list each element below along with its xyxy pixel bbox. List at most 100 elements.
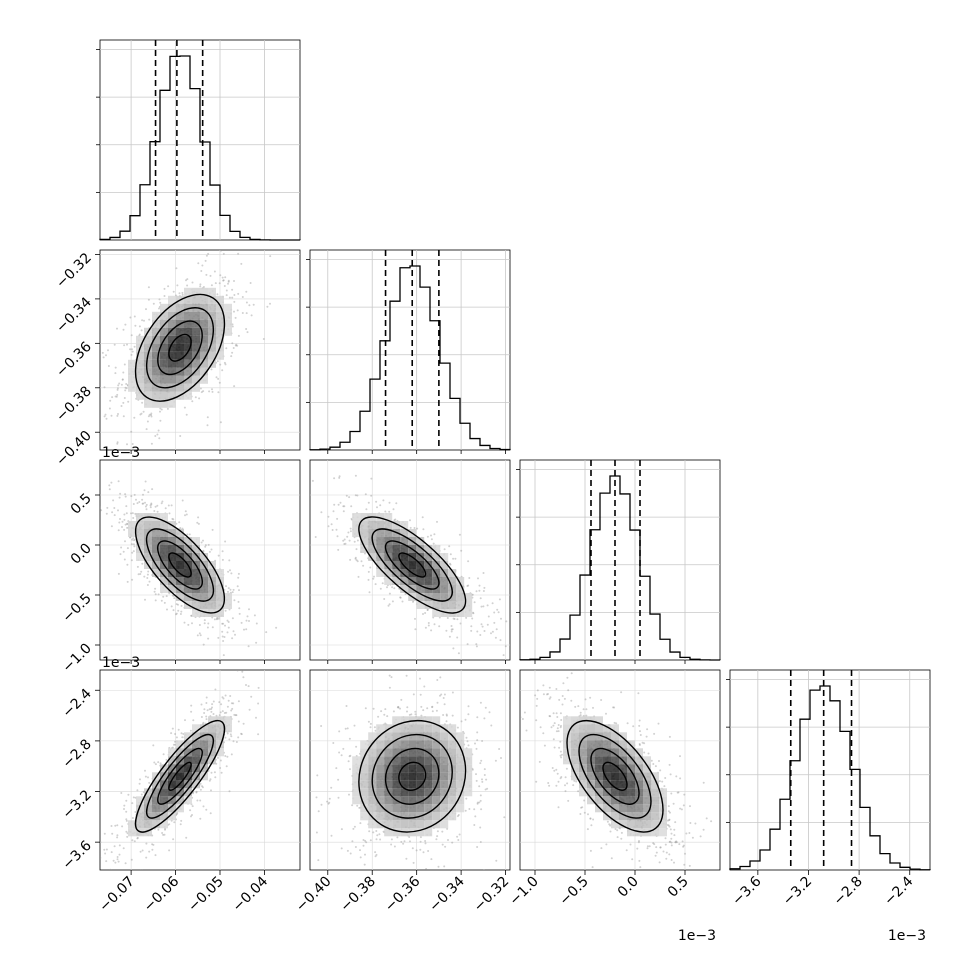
sample-point <box>430 629 433 632</box>
sample-point <box>379 838 382 841</box>
sample-point <box>225 585 227 588</box>
sample-point <box>228 790 231 793</box>
sample-point <box>350 517 353 520</box>
density-cell <box>160 820 168 829</box>
sample-point <box>174 733 177 735</box>
sample-point <box>237 334 240 337</box>
sample-point <box>405 857 408 860</box>
sample-point <box>456 636 459 639</box>
sample-point <box>449 562 451 565</box>
density-cell <box>432 585 441 593</box>
sample-point <box>107 349 109 352</box>
sample-point <box>161 500 164 503</box>
sample-point <box>203 708 206 711</box>
sample-point <box>148 318 151 321</box>
sample-point <box>226 732 229 735</box>
density-cell <box>144 788 152 797</box>
sample-point <box>266 305 269 308</box>
density-cell <box>400 553 409 561</box>
sample-point <box>233 385 236 388</box>
density-cell <box>224 327 232 336</box>
sample-point <box>349 754 352 757</box>
sample-point <box>140 412 143 415</box>
sample-point <box>203 619 206 622</box>
sample-point <box>391 600 394 603</box>
sample-point <box>105 354 107 357</box>
sample-point <box>170 732 173 735</box>
sample-point <box>196 634 199 637</box>
density-cell <box>192 367 200 376</box>
sample-point <box>163 287 166 290</box>
sample-point <box>106 506 109 509</box>
density-cell <box>168 399 176 408</box>
sample-point <box>232 702 235 705</box>
sample-point <box>320 725 323 727</box>
density-cell <box>152 812 160 821</box>
sample-point <box>317 859 320 862</box>
sample-point <box>328 797 331 800</box>
sample-point <box>248 708 251 711</box>
sample-point <box>192 792 194 795</box>
contour-2 <box>145 733 215 819</box>
density-cell <box>440 609 449 617</box>
sample-point <box>419 677 421 680</box>
density-cell <box>432 609 441 617</box>
sample-point <box>159 407 162 410</box>
density-cell <box>176 772 184 781</box>
sample-point <box>132 550 135 553</box>
density-cell <box>144 804 152 813</box>
density-cell <box>144 820 152 829</box>
sample-point <box>228 738 231 741</box>
sample-point <box>171 727 174 730</box>
density-cell <box>456 577 465 585</box>
density-cell <box>208 351 216 360</box>
sample-point <box>217 377 220 380</box>
sample-point <box>119 492 122 495</box>
sample-point <box>118 844 121 847</box>
sample-point <box>125 383 128 385</box>
sample-point <box>475 779 478 782</box>
density-cell <box>192 756 200 765</box>
density-cell <box>456 593 465 601</box>
sample-point <box>217 756 219 759</box>
sample-point <box>180 610 183 613</box>
density-cell <box>456 609 465 617</box>
density-cell <box>144 553 152 561</box>
sample-point <box>388 501 391 504</box>
sample-point <box>390 838 393 841</box>
density-cell <box>168 311 176 320</box>
sample-point <box>79 901 81 903</box>
sample-point <box>207 543 210 546</box>
sample-point <box>199 788 202 791</box>
sample-point <box>133 493 136 496</box>
sample-point <box>466 585 469 587</box>
density-cell <box>184 585 192 593</box>
contour-3 <box>358 516 467 614</box>
sample-point <box>230 702 233 705</box>
sample-point <box>326 800 329 803</box>
density-cell <box>184 375 192 384</box>
sample-point <box>113 507 116 509</box>
density-cell <box>152 788 160 797</box>
sample-point <box>159 410 161 413</box>
density-cell <box>376 529 385 537</box>
sample-point <box>333 503 336 506</box>
sample-point <box>192 719 195 722</box>
density-cell <box>176 359 184 368</box>
sample-point <box>123 558 126 561</box>
sample-point <box>122 415 125 418</box>
sample-point <box>400 840 403 843</box>
density-cell <box>224 311 232 320</box>
sample-point <box>235 741 238 743</box>
sample-point <box>404 872 406 874</box>
sample-point <box>191 814 193 816</box>
sample-point <box>209 812 212 815</box>
density-cell <box>176 343 184 352</box>
sample-point <box>252 303 255 306</box>
sample-point <box>226 631 229 634</box>
sample-point <box>435 709 438 712</box>
sample-point <box>214 688 217 691</box>
sample-point <box>434 878 436 880</box>
density-cell <box>384 545 393 553</box>
sample-point <box>201 785 203 788</box>
